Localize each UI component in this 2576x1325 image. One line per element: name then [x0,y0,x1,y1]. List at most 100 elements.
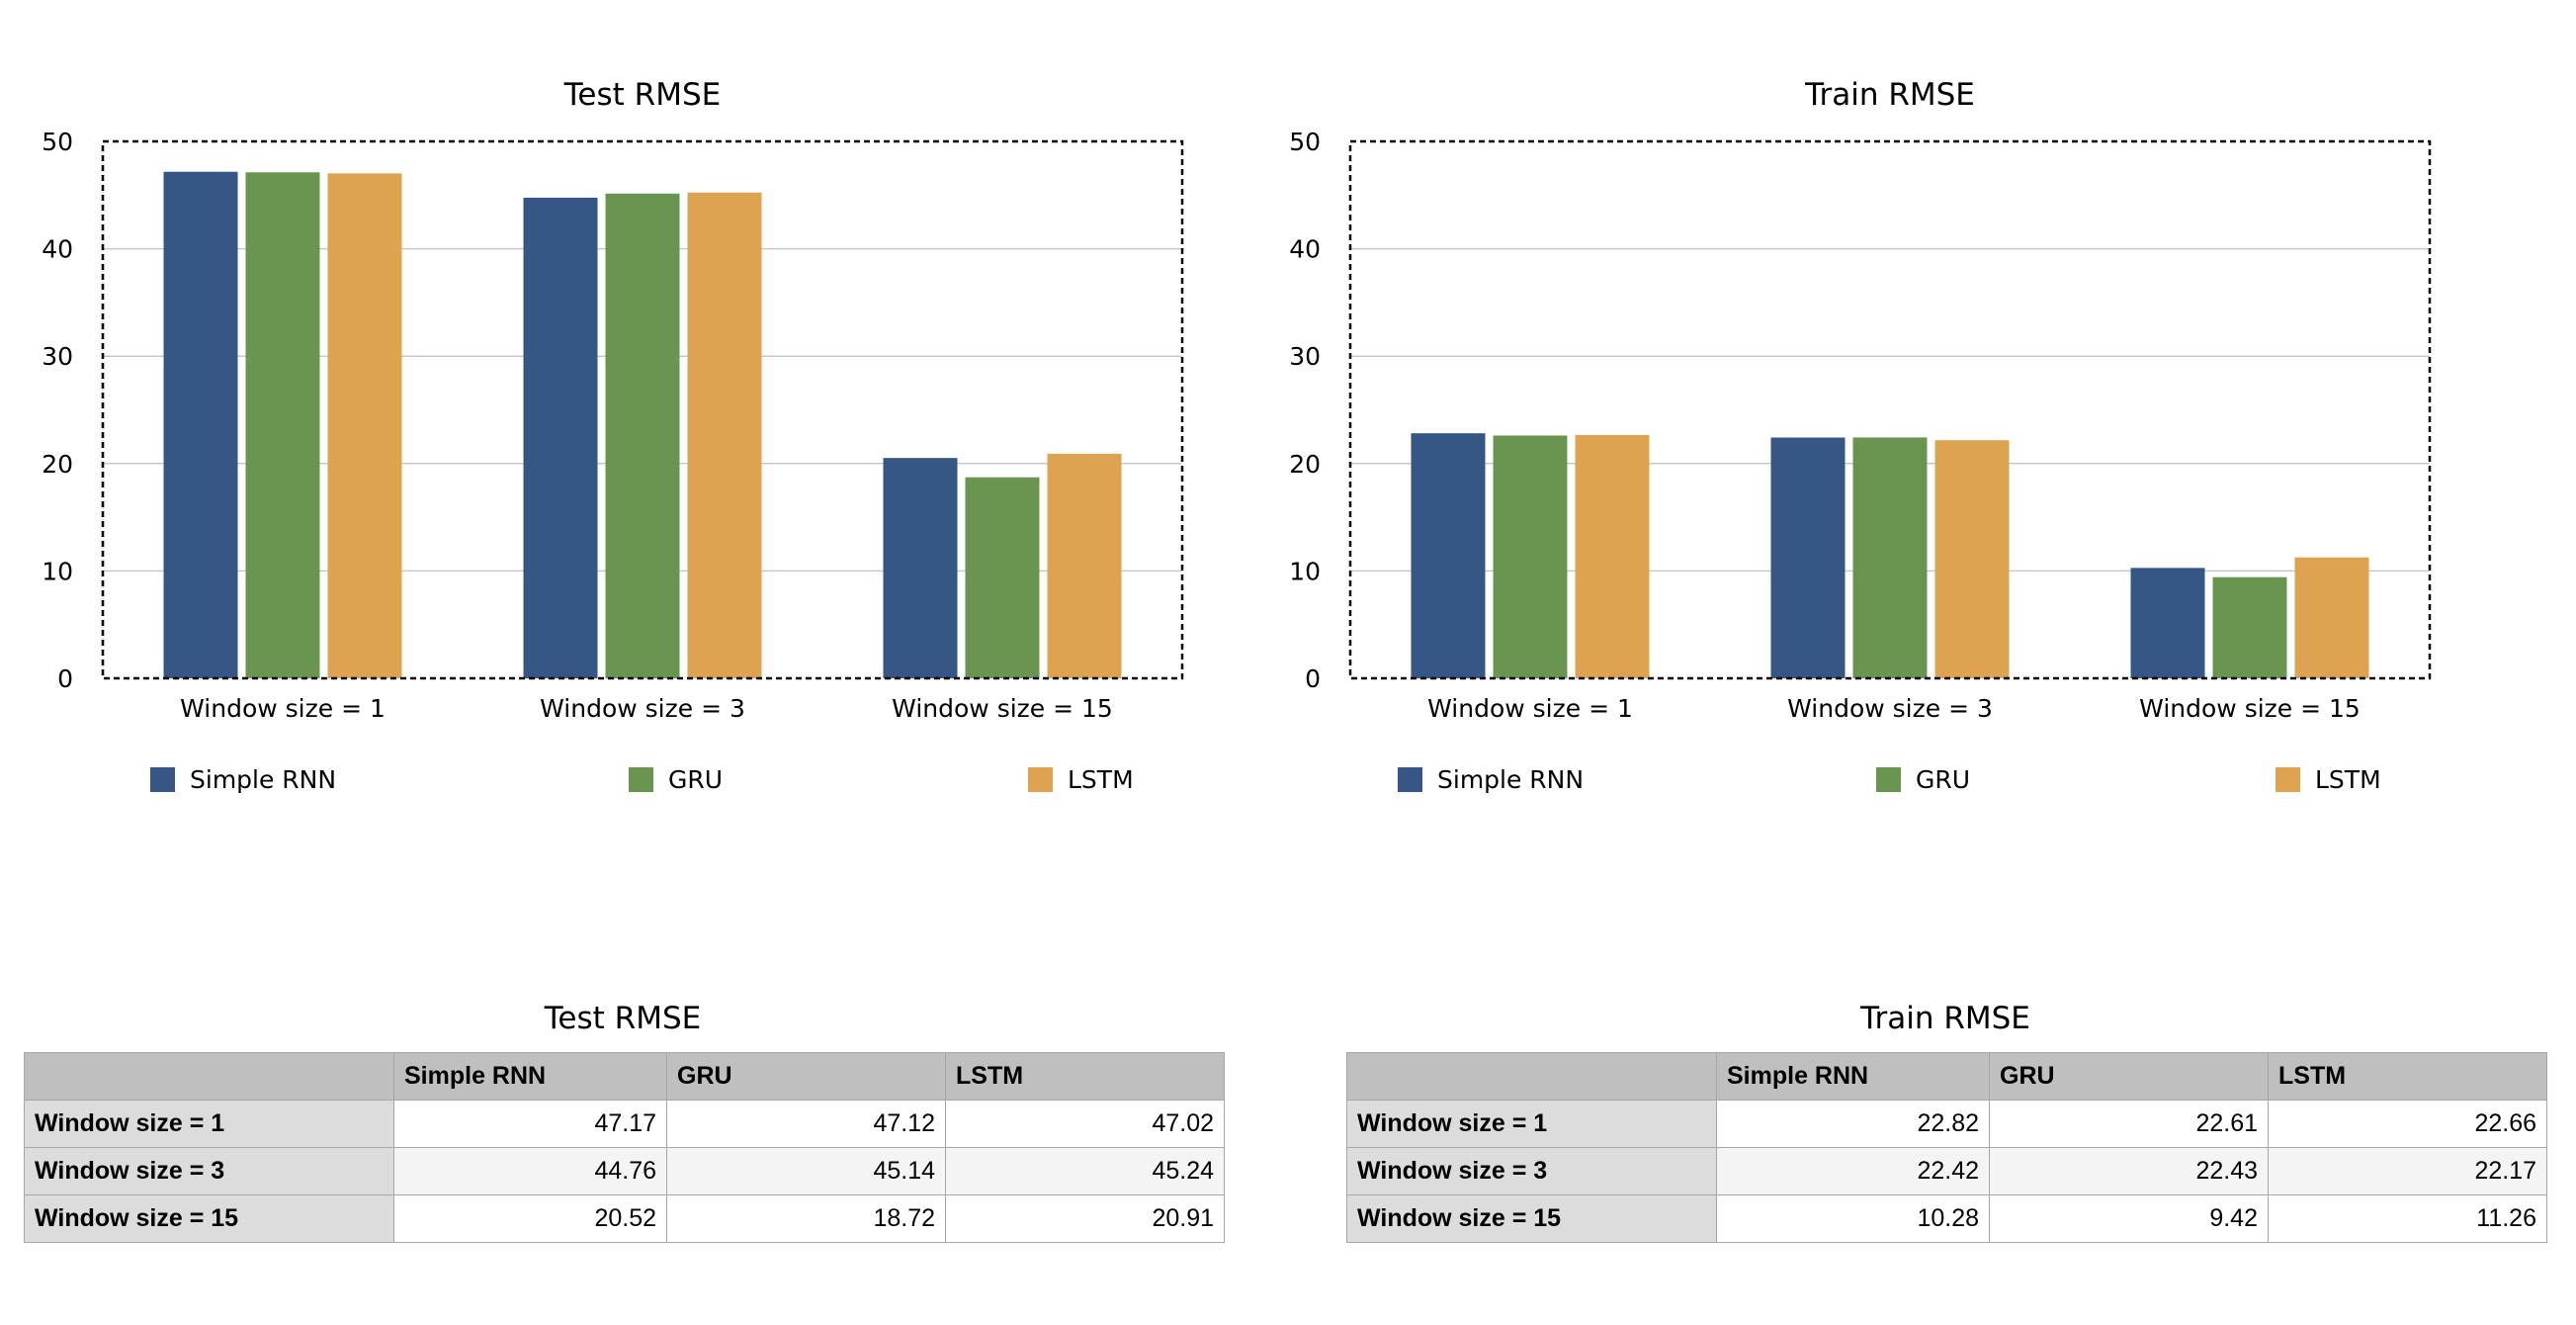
legend-label: LSTM [2315,765,2381,794]
table-cell: 20.52 [393,1194,667,1243]
y-tick-label: 30 [1289,342,1321,371]
bar [1852,437,1928,678]
table-cell: 18.72 [666,1194,946,1243]
row-label: Window size = 1 [1346,1100,1717,1148]
table-row: Window size = 1 22.82 22.61 22.66 [1346,1100,2547,1148]
table-cell: 47.12 [666,1100,946,1148]
table-cell: 22.61 [1989,1100,2269,1148]
y-tick-label: 40 [1289,235,1321,264]
table-cell: 45.24 [945,1147,1225,1195]
y-tick-label: 0 [57,664,73,693]
train-rmse-chart: Train RMSE 0 10 20 30 40 50 Window size = 1 Wind… [1247,0,2535,890]
bar [687,192,762,678]
legend-swatch [150,767,175,792]
bar [2212,576,2287,678]
test-rmse-chart-svg: Test RMSE 0 10 20 30 40 50 Window size = 1 Windo… [42,77,1184,794]
table-cell: 47.02 [945,1100,1225,1148]
chart-title: Test RMSE [563,77,721,113]
bar [1411,433,1486,678]
y-tick-label: 50 [42,128,73,156]
y-tick-label: 20 [42,450,73,479]
table-row: Window size = 15 10.28 9.42 11.26 [1346,1194,2547,1243]
table-row: Window size = 1 47.17 47.12 47.02 [24,1100,1225,1148]
table-cell: 44.76 [393,1147,667,1195]
category-label: Window size = 3 [1787,694,1993,723]
test-rmse-table: Simple RNN GRU LSTM Window size = 1 47.1… [24,1052,1225,1243]
table-header-row: Simple RNN GRU LSTM [1346,1052,2547,1101]
legend-label: GRU [668,765,723,794]
plot-frame [1348,139,2432,680]
row-label: Window size = 15 [24,1194,394,1243]
table-corner-cell [1346,1052,1717,1101]
bar [327,173,402,678]
legend-label: Simple RNN [190,765,336,794]
category-label: Window size = 3 [540,694,745,723]
table-cell: 10.28 [1716,1194,1990,1243]
table-header-row: Simple RNN GRU LSTM [24,1052,1225,1101]
test-rmse-chart: Test RMSE 0 10 20 30 40 50 Window size = 1 Windo… [0,0,1288,890]
bar [965,477,1040,678]
row-label: Window size = 1 [24,1100,394,1148]
bar [605,193,680,678]
column-header-lstm: LSTM [2268,1052,2547,1101]
table-row: Window size = 3 44.76 45.14 45.24 [24,1147,1225,1195]
table-row: Window size = 15 20.52 18.72 20.91 [24,1194,1225,1243]
bar [1493,435,1568,678]
legend-label: GRU [1916,765,1970,794]
bar [245,172,320,678]
test-rmse-table-title: Test RMSE [544,1001,702,1036]
legend-swatch [1398,767,1422,792]
bar [2130,568,2205,678]
legend-swatch [2275,767,2300,792]
bar [1047,453,1122,678]
bar [523,197,598,678]
table-cell: 22.43 [1989,1147,2269,1195]
y-tick-label: 10 [1289,557,1321,585]
table-corner-cell [24,1052,394,1101]
category-label: Window size = 1 [1427,694,1633,723]
legend-swatch [1028,767,1053,792]
chart-title: Train RMSE [1804,77,1975,113]
bar [883,458,958,678]
row-label: Window size = 3 [24,1147,394,1195]
bar [1575,434,1650,678]
legend-label: Simple RNN [1437,765,1584,794]
legend-label: LSTM [1068,765,1134,794]
column-header-gru: GRU [666,1052,946,1101]
table-cell: 45.14 [666,1147,946,1195]
category-label: Window size = 1 [180,694,386,723]
train-rmse-table: Simple RNN GRU LSTM Window size = 1 22.8… [1346,1052,2547,1243]
table-cell: 20.91 [945,1194,1225,1243]
column-header-simple-rnn: Simple RNN [1716,1052,1990,1101]
y-tick-label: 50 [1289,128,1321,156]
legend-swatch [1876,767,1901,792]
bar [163,171,238,679]
table-cell: 22.17 [2268,1147,2547,1195]
y-tick-label: 30 [42,342,73,371]
train-rmse-table-title: Train RMSE [1860,1001,2030,1036]
plot-frame [101,139,1184,680]
row-label: Window size = 3 [1346,1147,1717,1195]
row-label: Window size = 15 [1346,1194,1717,1243]
y-tick-label: 0 [1305,664,1321,693]
category-label: Window size = 15 [2139,694,2361,723]
table-cell: 22.42 [1716,1147,1990,1195]
column-header-gru: GRU [1989,1052,2269,1101]
table-cell: 9.42 [1989,1194,2269,1243]
bar [1934,440,2010,678]
y-tick-label: 40 [42,235,73,264]
table-cell: 47.17 [393,1100,667,1148]
bar [1770,437,1846,678]
y-tick-label: 20 [1289,450,1321,479]
table-cell: 11.26 [2268,1194,2547,1243]
bar [2294,557,2369,678]
train-rmse-chart-svg: Train RMSE 0 10 20 30 40 50 Window size = 1 Wind… [1289,77,2432,794]
y-tick-label: 10 [42,557,73,585]
legend-swatch [629,767,653,792]
table-cell: 22.82 [1716,1100,1990,1148]
category-label: Window size = 15 [892,694,1113,723]
column-header-simple-rnn: Simple RNN [393,1052,667,1101]
column-header-lstm: LSTM [945,1052,1225,1101]
table-row: Window size = 3 22.42 22.43 22.17 [1346,1147,2547,1195]
table-cell: 22.66 [2268,1100,2547,1148]
